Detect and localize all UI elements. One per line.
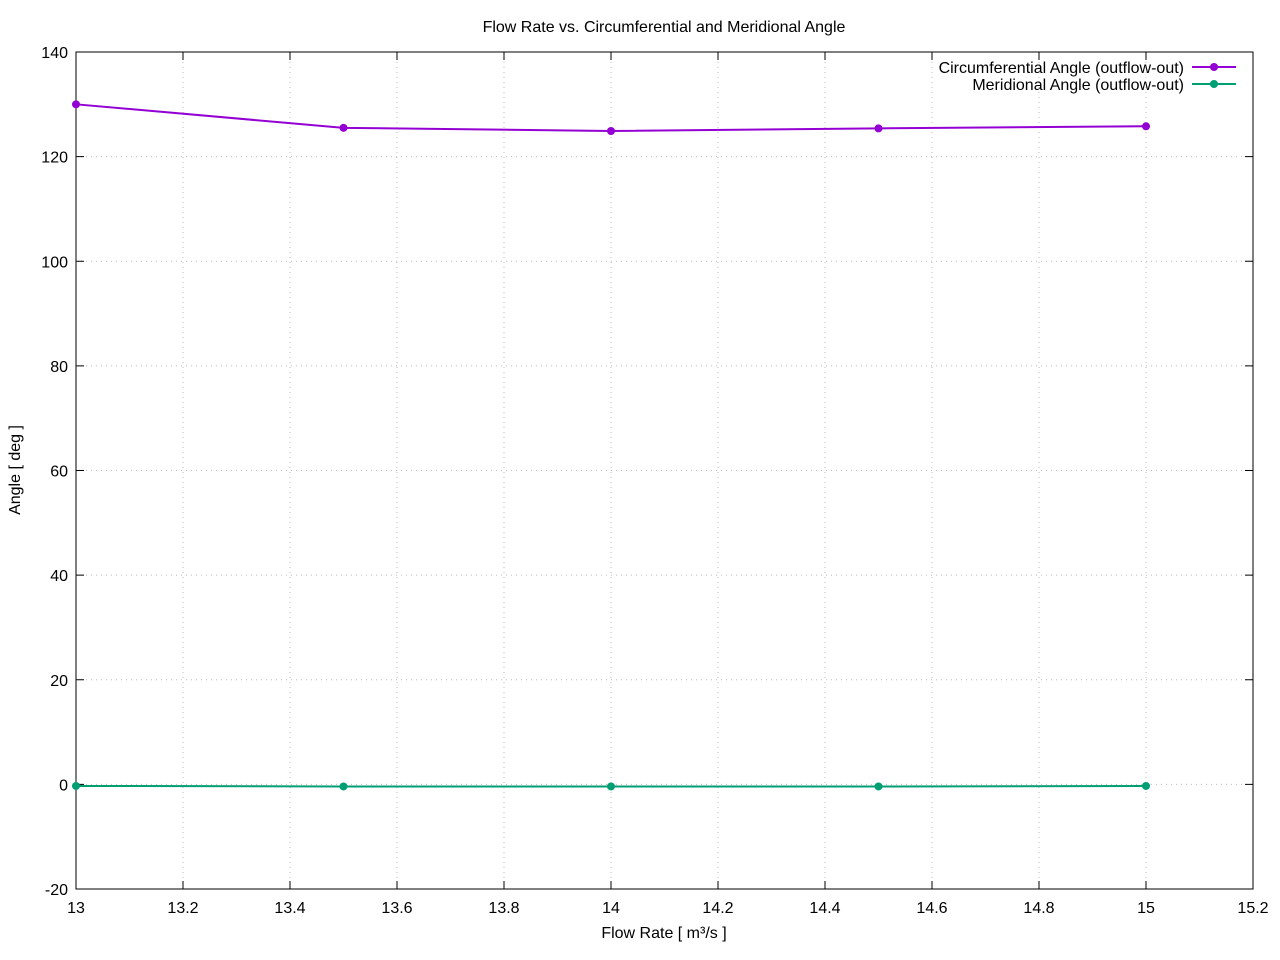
x-tick-label: 15.2 xyxy=(1237,900,1268,917)
tick-labels: 13 13.2 13.4 13.6 13.8 14 14.2 14.4 14.6 14.8 15 15… xyxy=(41,45,1268,917)
y-tick-label: 80 xyxy=(50,359,68,376)
y-tick-label: 100 xyxy=(41,254,68,271)
x-tick-label: 13.6 xyxy=(381,900,412,917)
legend-marker-circumferential xyxy=(1210,63,1218,71)
y-tick-label: 40 xyxy=(50,568,68,585)
data-point-circumferential xyxy=(339,123,348,132)
y-tick-label: 120 xyxy=(41,150,68,167)
x-tick-label: 13.8 xyxy=(488,900,519,917)
legend-label-meridional: Meridional Angle (outflow-out) xyxy=(972,77,1184,94)
x-axis-label: Flow Rate [ m³/s ] xyxy=(601,925,726,942)
x-tick-label: 14.4 xyxy=(809,900,840,917)
y-axis-label: Angle [ deg ] xyxy=(7,425,24,515)
data-point-meridional xyxy=(339,782,348,791)
data-point-circumferential xyxy=(1142,122,1150,131)
legend-entry-meridional: Meridional Angle (outflow-out) xyxy=(972,77,1236,94)
data-point-meridional xyxy=(72,781,80,790)
grid xyxy=(76,52,1253,889)
x-tick-label: 13.4 xyxy=(274,900,305,917)
data-point-circumferential xyxy=(607,126,615,135)
y-tick-label: 60 xyxy=(50,464,68,481)
ticks xyxy=(75,51,1254,890)
x-tick-label: 14.8 xyxy=(1023,900,1054,917)
x-tick-label: 13.2 xyxy=(167,900,198,917)
chart-title: Flow Rate vs. Circumferential and Meridi… xyxy=(483,19,846,36)
data-point-meridional xyxy=(874,782,883,791)
y-tick-label: 20 xyxy=(50,673,68,690)
x-tick-label: 14 xyxy=(602,900,620,917)
x-tick-label: 14.2 xyxy=(702,900,733,917)
x-tick-label: 15 xyxy=(1137,900,1155,917)
x-tick-label: 14.6 xyxy=(916,900,947,917)
x-tick-label: 13 xyxy=(67,900,85,917)
legend-label-circumferential: Circumferential Angle (outflow-out) xyxy=(939,60,1184,77)
legend-marker-meridional xyxy=(1210,80,1218,88)
series-layer xyxy=(72,100,1150,791)
data-point-circumferential xyxy=(72,100,80,109)
y-tick-label: -20 xyxy=(45,882,68,899)
legend-entry-circumferential: Circumferential Angle (outflow-out) xyxy=(939,60,1236,77)
data-point-meridional xyxy=(1142,781,1150,790)
data-point-meridional xyxy=(607,782,615,791)
y-tick-label: 0 xyxy=(59,777,68,794)
data-point-circumferential xyxy=(874,124,883,133)
y-tick-label: 140 xyxy=(41,45,68,62)
legend: Circumferential Angle (outflow-out) Meri… xyxy=(939,60,1236,94)
